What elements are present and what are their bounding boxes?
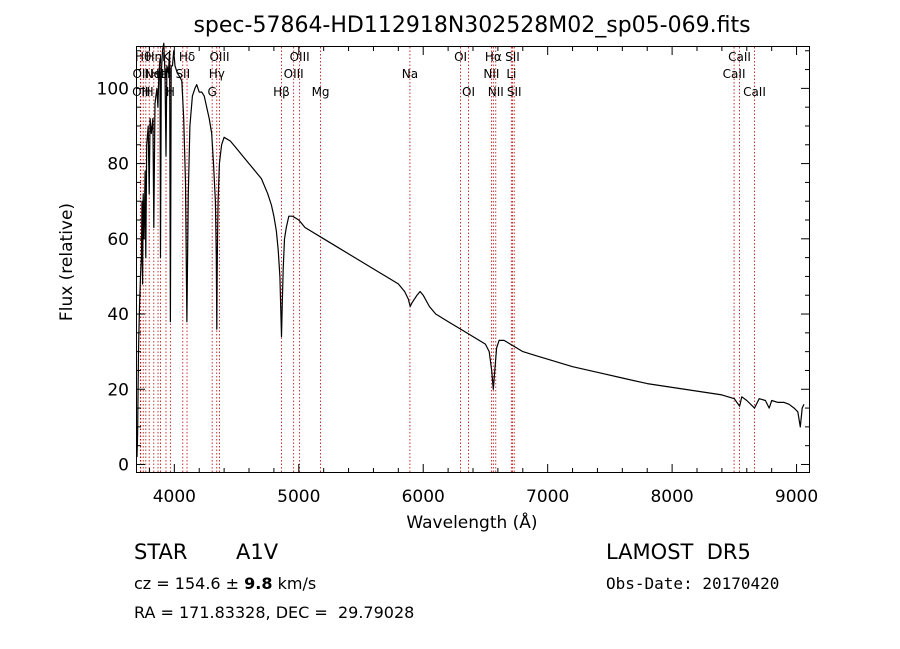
line-label-10: SII — [175, 67, 190, 81]
line-label-23: Hα — [485, 50, 502, 64]
cz-error: 9.8 — [244, 574, 273, 593]
line-label-26: SII — [505, 50, 520, 64]
line-label-3: H — [141, 85, 150, 99]
line-label-28: CaII — [723, 67, 746, 81]
x-tick-label-4: 8000 — [650, 487, 693, 507]
line-label-24: NII — [488, 85, 504, 99]
line-label-4: H — [145, 85, 154, 99]
y-axis-ticks: 0 20 40 60 80 100 — [97, 50, 809, 475]
line-label-15: Hβ — [273, 85, 290, 99]
line-label-30: CaII — [743, 85, 766, 99]
object-class: STAR — [134, 540, 188, 564]
line-label-9: H — [166, 85, 175, 99]
line-label-21: OI — [462, 85, 475, 99]
y-tick-label-0: 0 — [118, 455, 129, 475]
coordinates: RA = 171.83328, DEC = 29.79028 — [134, 603, 415, 622]
line-label-8: K — [162, 50, 171, 64]
obs-date: Obs-Date: 20170420 — [606, 574, 780, 593]
line-label-12: G — [208, 85, 217, 99]
line-label-22: NII — [483, 67, 499, 81]
line-label-18: Mg — [312, 85, 330, 99]
survey-name: LAMOST DR5 — [606, 540, 751, 564]
x-tick-label-3: 7000 — [526, 487, 569, 507]
line-label-16: OIII — [284, 67, 304, 81]
object-subclass: A1V — [236, 540, 279, 564]
line-label-14: OIII — [209, 50, 229, 64]
y-tick-label-1: 20 — [107, 380, 129, 400]
line-label-17: OIII — [290, 50, 310, 64]
line-label-13: Hγ — [209, 67, 225, 81]
line-label-11: Hδ — [179, 50, 195, 64]
y-tick-label-5: 100 — [97, 79, 129, 99]
cz-prefix: cz = 154.6 ± — [134, 574, 245, 593]
line-label-20: OI — [454, 50, 467, 64]
line-label-2: Hθ — [135, 50, 151, 64]
x-tick-label-0: 4000 — [153, 487, 196, 507]
y-axis-label: Flux (relative) — [57, 203, 77, 321]
cz-units: km/s — [272, 574, 317, 593]
line-label-29: CaII — [728, 50, 751, 64]
redshift-readout: cz = 154.6 ± 9.8 km/s — [134, 574, 316, 593]
x-tick-label-5: 9000 — [775, 487, 818, 507]
spectrum-line — [136, 42, 805, 458]
line-label-27: SII — [507, 85, 522, 99]
line-label-25: Li — [506, 67, 516, 81]
spectral-line-markers — [139, 47, 755, 472]
spectral-line-labels: OIIOIIHθHHHηNeIIIHeIKHSIIHδGHγOIIIHβOIII… — [132, 50, 766, 99]
line-label-5: Hη — [145, 50, 162, 64]
x-tick-label-1: 5000 — [277, 487, 320, 507]
y-tick-label-2: 40 — [107, 305, 129, 325]
y-tick-label-3: 60 — [107, 230, 129, 250]
line-label-19: Na — [402, 67, 418, 81]
chart-title: spec-57864-HD112918N302528M02_sp05-069.f… — [193, 13, 750, 38]
x-axis-ticks: 4000 5000 6000 7000 8000 9000 — [148, 47, 818, 507]
plot-frame — [136, 46, 810, 473]
x-axis-label: Wavelength (Å) — [406, 511, 537, 533]
y-tick-label-4: 80 — [107, 155, 129, 175]
x-tick-label-2: 6000 — [402, 487, 445, 507]
